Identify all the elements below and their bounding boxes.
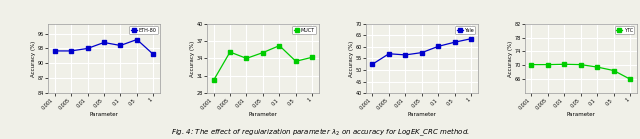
ETH-80 bbox=[116, 45, 124, 46]
YTC bbox=[561, 63, 568, 65]
Legend: YTC: YTC bbox=[615, 26, 634, 34]
Yale bbox=[467, 38, 475, 39]
Legend: Yale: Yale bbox=[456, 26, 476, 34]
Text: Fig. 4: The effect of regularization parameter $\lambda_2$ on accuracy for LogEK: Fig. 4: The effect of regularization par… bbox=[170, 126, 470, 138]
ETH-80 bbox=[84, 48, 92, 49]
MUCT bbox=[259, 52, 267, 53]
X-axis label: Parameter: Parameter bbox=[566, 112, 595, 117]
MUCT bbox=[276, 45, 284, 46]
Y-axis label: Accuracy (%): Accuracy (%) bbox=[190, 40, 195, 76]
Line: MUCT: MUCT bbox=[212, 44, 314, 82]
Yale bbox=[451, 41, 459, 43]
Yale bbox=[401, 54, 409, 56]
ETH-80 bbox=[133, 39, 141, 40]
YTC bbox=[627, 78, 634, 80]
MUCT bbox=[226, 51, 234, 53]
MUCT bbox=[308, 56, 316, 58]
Y-axis label: Accuracy (%): Accuracy (%) bbox=[508, 40, 513, 76]
X-axis label: Parameter: Parameter bbox=[248, 112, 277, 117]
MUCT bbox=[292, 60, 300, 62]
Y-axis label: Accuracy (%): Accuracy (%) bbox=[31, 40, 36, 76]
Yale bbox=[369, 63, 376, 65]
Y-axis label: Accuracy (%): Accuracy (%) bbox=[349, 40, 354, 76]
YTC bbox=[544, 64, 552, 65]
Yale bbox=[418, 52, 426, 53]
Line: ETH-80: ETH-80 bbox=[53, 38, 155, 56]
Line: YTC: YTC bbox=[530, 63, 632, 81]
YTC bbox=[527, 64, 535, 65]
ETH-80 bbox=[100, 42, 108, 43]
ETH-80 bbox=[67, 50, 75, 52]
Legend: MUCT: MUCT bbox=[292, 26, 316, 34]
YTC bbox=[610, 70, 618, 71]
Legend: ETH-80: ETH-80 bbox=[129, 26, 157, 34]
MUCT bbox=[210, 80, 218, 81]
YTC bbox=[593, 66, 601, 68]
MUCT bbox=[243, 58, 250, 59]
Line: Yale: Yale bbox=[371, 37, 473, 66]
Yale bbox=[435, 45, 442, 47]
X-axis label: Parameter: Parameter bbox=[408, 112, 436, 117]
YTC bbox=[577, 64, 585, 65]
X-axis label: Parameter: Parameter bbox=[90, 112, 118, 117]
ETH-80 bbox=[150, 54, 157, 55]
Yale bbox=[385, 53, 393, 55]
ETH-80 bbox=[51, 50, 58, 52]
